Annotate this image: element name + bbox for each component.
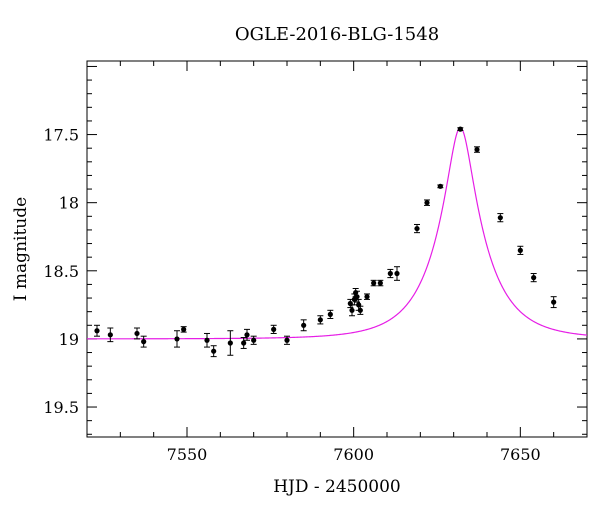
data-point bbox=[327, 309, 334, 319]
y-tick-label: 17.5 bbox=[43, 126, 79, 145]
y-axis-label: I magnitude bbox=[11, 197, 31, 301]
point-marker bbox=[364, 294, 370, 300]
data-point bbox=[517, 245, 524, 255]
x-axis-label: HJD - 2450000 bbox=[273, 477, 401, 497]
data-point bbox=[424, 199, 430, 206]
point-marker bbox=[107, 332, 113, 338]
data-point bbox=[317, 315, 324, 325]
point-marker bbox=[551, 299, 557, 305]
point-marker bbox=[357, 307, 363, 313]
x-tick-label: 7550 bbox=[167, 445, 208, 464]
point-marker bbox=[227, 340, 233, 346]
data-point bbox=[357, 305, 364, 315]
x-tick-label: 7650 bbox=[500, 445, 541, 464]
point-marker bbox=[394, 270, 400, 277]
point-marker bbox=[387, 270, 393, 277]
point-marker bbox=[354, 294, 360, 300]
y-tick-label: 18.5 bbox=[43, 262, 79, 281]
point-marker bbox=[531, 275, 537, 281]
data-point bbox=[134, 327, 140, 340]
point-marker bbox=[211, 348, 217, 354]
data-point bbox=[370, 279, 377, 287]
data-point bbox=[530, 273, 537, 283]
data-point bbox=[94, 324, 100, 337]
data-point bbox=[497, 213, 504, 223]
data-point bbox=[210, 345, 217, 358]
point-marker bbox=[174, 336, 180, 342]
y-tick-label: 19.5 bbox=[43, 398, 79, 417]
data-point bbox=[240, 337, 247, 349]
axis-ticks bbox=[86, 61, 588, 437]
point-marker bbox=[317, 317, 323, 323]
data-point bbox=[140, 335, 147, 348]
point-marker bbox=[244, 332, 250, 338]
point-marker bbox=[181, 326, 187, 332]
data-point bbox=[457, 126, 464, 132]
data-point bbox=[227, 330, 234, 356]
point-marker bbox=[284, 337, 290, 343]
data-point bbox=[474, 146, 480, 153]
data-point bbox=[550, 296, 557, 309]
point-marker bbox=[457, 126, 463, 132]
data-point bbox=[300, 319, 307, 332]
data-point bbox=[270, 324, 277, 334]
point-marker bbox=[251, 337, 257, 343]
point-marker bbox=[204, 337, 210, 343]
data-point bbox=[387, 268, 394, 279]
data-points bbox=[94, 126, 557, 358]
data-point bbox=[180, 326, 187, 333]
chart-title: OGLE-2016-BLG-1548 bbox=[235, 24, 439, 45]
point-marker bbox=[327, 311, 333, 317]
x-tick-label: 7600 bbox=[333, 445, 374, 464]
point-marker bbox=[414, 225, 420, 232]
point-marker bbox=[474, 146, 480, 153]
point-marker bbox=[241, 340, 247, 346]
model-curve bbox=[86, 126, 588, 340]
point-marker bbox=[437, 183, 443, 189]
point-marker bbox=[517, 247, 523, 253]
y-tick-label: 18 bbox=[59, 194, 79, 213]
point-marker bbox=[497, 215, 503, 221]
data-point bbox=[437, 183, 444, 189]
plot-frame bbox=[86, 60, 588, 438]
data-point bbox=[394, 266, 400, 281]
axis-tick-labels: 7550 7600 7650 17.5 18 18.5 19 19.5 bbox=[43, 126, 540, 464]
data-point bbox=[204, 332, 210, 348]
y-tick-label: 19 bbox=[59, 330, 79, 349]
data-point bbox=[377, 279, 384, 287]
point-marker bbox=[271, 326, 277, 332]
point-marker bbox=[349, 307, 355, 313]
data-point bbox=[284, 335, 290, 345]
data-point bbox=[244, 328, 250, 341]
data-point bbox=[414, 223, 420, 234]
plot-border bbox=[86, 60, 588, 438]
data-point bbox=[250, 335, 257, 345]
point-marker bbox=[424, 200, 430, 206]
point-marker bbox=[371, 280, 377, 286]
data-point bbox=[107, 327, 114, 343]
data-point bbox=[174, 330, 180, 348]
point-marker bbox=[134, 330, 140, 337]
point-marker bbox=[94, 328, 100, 334]
point-marker bbox=[377, 280, 383, 286]
point-marker bbox=[301, 322, 307, 328]
data-point bbox=[364, 293, 370, 300]
point-marker bbox=[141, 339, 147, 345]
